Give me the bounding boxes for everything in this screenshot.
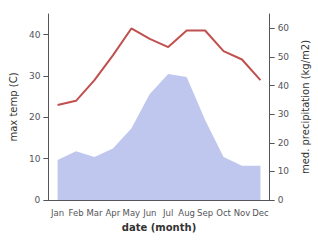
svg-text:Feb: Feb — [68, 208, 83, 218]
svg-text:40: 40 — [278, 81, 290, 91]
svg-text:0: 0 — [35, 195, 41, 205]
svg-text:Mar: Mar — [86, 208, 103, 218]
svg-text:10: 10 — [29, 154, 41, 164]
svg-text:30: 30 — [29, 71, 41, 81]
svg-text:Jan: Jan — [50, 208, 64, 218]
svg-text:50: 50 — [278, 52, 290, 62]
svg-text:date (month): date (month) — [122, 222, 196, 233]
svg-text:Jul: Jul — [162, 208, 173, 218]
svg-text:Apr: Apr — [106, 208, 121, 218]
svg-text:max temp (C): max temp (C) — [8, 72, 19, 141]
svg-text:May: May — [123, 208, 141, 218]
svg-text:Sep: Sep — [197, 208, 213, 218]
svg-text:20: 20 — [278, 138, 290, 148]
svg-text:Jun: Jun — [142, 208, 156, 218]
svg-text:Aug: Aug — [178, 208, 195, 218]
svg-text:30: 30 — [278, 109, 290, 119]
svg-text:0: 0 — [278, 195, 284, 205]
svg-text:Nov: Nov — [234, 208, 251, 218]
svg-text:60: 60 — [278, 23, 290, 33]
svg-text:Oct: Oct — [216, 208, 231, 218]
svg-text:10: 10 — [278, 166, 290, 176]
svg-text:40: 40 — [29, 30, 41, 40]
svg-text:20: 20 — [29, 112, 41, 122]
svg-text:med. precipitation (kg/m2): med. precipitation (kg/m2) — [300, 40, 311, 174]
svg-text:Dec: Dec — [252, 208, 269, 218]
